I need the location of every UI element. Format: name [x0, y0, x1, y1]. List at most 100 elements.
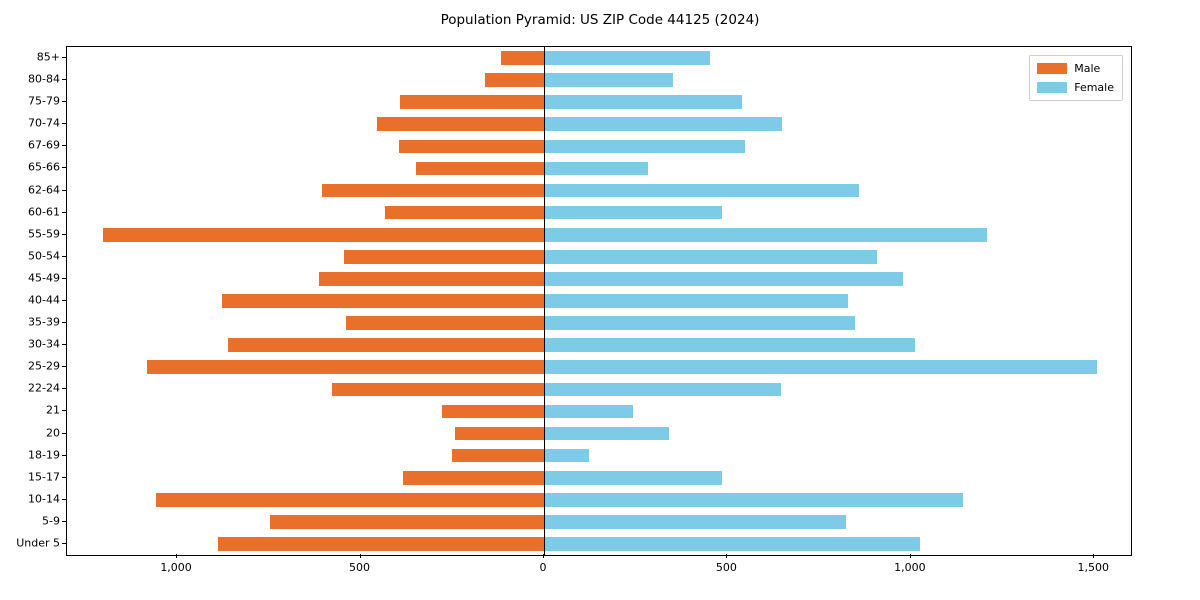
bar-male	[156, 492, 544, 507]
bar-female	[543, 249, 878, 264]
chart-title: Population Pyramid: US ZIP Code 44125 (2…	[440, 12, 760, 28]
bar-male	[377, 117, 544, 132]
bar-female	[543, 316, 856, 330]
bar-female	[543, 492, 963, 507]
y-tick-label: 65-66	[28, 160, 60, 174]
bar-male	[146, 360, 544, 375]
bar-female	[543, 73, 673, 87]
bar-female	[543, 382, 781, 397]
plot-area: Male Female	[66, 46, 1132, 556]
bar-female	[543, 95, 743, 110]
bar-female	[543, 537, 921, 551]
bar-group-20	[67, 426, 1131, 441]
bar-group-40-44	[67, 294, 1131, 308]
y-tick-label: 20	[46, 426, 60, 440]
bar-female	[543, 338, 915, 352]
x-tick-label: 500	[349, 561, 371, 574]
y-tick-label: 50-54	[28, 249, 60, 263]
y-tick-label: 22-24	[28, 381, 60, 395]
bar-group-15-17	[67, 470, 1131, 485]
legend-label-male: Male	[1074, 62, 1101, 75]
y-tick-label: 21	[46, 403, 60, 417]
bar-female	[543, 161, 649, 176]
y-tick-label: 35-39	[28, 315, 60, 329]
y-tick-label: 45-49	[28, 271, 60, 285]
legend-entry-male: Male	[1037, 61, 1114, 76]
x-tick-label: 1,000	[894, 561, 926, 574]
y-tick-label: 5-9	[42, 514, 60, 528]
y-tick-label: 18-19	[28, 448, 60, 462]
bar-male	[319, 272, 544, 286]
y-tick-label: 80-84	[28, 72, 60, 86]
bar-group-21	[67, 404, 1131, 419]
bar-male	[345, 316, 544, 330]
zero-axis-line	[543, 47, 546, 555]
x-tick-label: 1,500	[1077, 561, 1110, 574]
y-tick-label: 10-14	[28, 492, 60, 506]
bar-group-30-34	[67, 338, 1131, 352]
chart-legend: Male Female	[1029, 55, 1123, 101]
bar-group-35-39	[67, 316, 1131, 330]
bar-male	[269, 515, 544, 529]
legend-entry-female: Female	[1037, 80, 1114, 95]
bar-female	[543, 272, 903, 286]
x-tick-label: 500	[715, 561, 737, 574]
y-tick-label: 85+	[36, 50, 60, 64]
legend-label-female: Female	[1074, 81, 1114, 94]
bar-female	[543, 448, 590, 463]
bar-male	[400, 95, 544, 110]
bar-male	[331, 382, 544, 397]
bar-female	[543, 117, 782, 132]
bar-male	[321, 183, 544, 198]
bar-male	[398, 139, 544, 154]
bar-female	[543, 227, 988, 242]
bar-female	[543, 139, 746, 154]
bar-group-85-	[67, 51, 1131, 65]
y-tick-label: 25-29	[28, 359, 60, 373]
bar-group-80-84	[67, 73, 1131, 87]
bar-male	[402, 470, 544, 485]
bar-group-45-49	[67, 272, 1131, 286]
bar-female	[543, 515, 846, 529]
y-tick-label: 40-44	[28, 293, 60, 307]
y-tick-label: 75-79	[28, 94, 60, 108]
bar-male	[416, 161, 544, 176]
bar-group-25-29	[67, 360, 1131, 375]
y-tick-label: 62-64	[28, 183, 60, 197]
bar-group-70-74	[67, 117, 1131, 132]
y-tick-label: 15-17	[28, 470, 60, 484]
bar-group-5-9	[67, 515, 1131, 529]
bar-group-62-64	[67, 183, 1131, 198]
bar-female	[543, 360, 1098, 375]
bar-female	[543, 205, 722, 220]
y-tick-label: 60-61	[28, 205, 60, 219]
bar-group-22-24	[67, 382, 1131, 397]
bar-female	[543, 470, 723, 485]
bar-male	[452, 448, 544, 463]
bar-group-18-19	[67, 448, 1131, 463]
y-tick-label: 55-59	[28, 227, 60, 241]
bar-group-60-61	[67, 205, 1131, 220]
bar-group-50-54	[67, 249, 1131, 264]
bar-male	[218, 537, 544, 551]
bars-layer	[67, 47, 1131, 555]
legend-swatch-female	[1037, 82, 1068, 93]
bar-group-55-59	[67, 227, 1131, 242]
bar-male	[501, 51, 544, 65]
y-tick-label: 70-74	[28, 116, 60, 130]
legend-swatch-male	[1037, 63, 1068, 74]
bar-group-10-14	[67, 492, 1131, 507]
bar-male	[441, 404, 544, 419]
y-tick-label: 30-34	[28, 337, 60, 351]
bar-male	[221, 294, 544, 308]
bar-male	[102, 227, 544, 242]
bar-group-75-79	[67, 95, 1131, 110]
bar-male	[485, 73, 544, 87]
bar-male	[344, 249, 544, 264]
bar-male	[384, 205, 544, 220]
bar-male	[454, 426, 544, 441]
bar-male	[227, 338, 544, 352]
x-tick-label: 0	[539, 561, 547, 574]
bar-group-under-5	[67, 537, 1131, 551]
bar-female	[543, 294, 848, 308]
